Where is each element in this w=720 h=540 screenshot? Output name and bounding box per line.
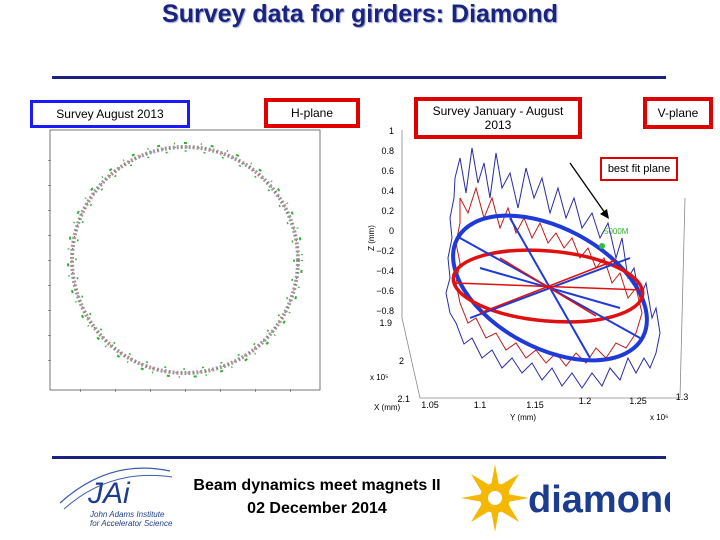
svg-text:−0.2: −0.2: [376, 246, 394, 256]
svg-text:1.25: 1.25: [629, 396, 647, 406]
svg-text:0.6: 0.6: [381, 166, 394, 176]
x-axis-label: X (mm): [374, 403, 401, 412]
z-tick-labels: 1 0.8 0.6 0.4 0.2 0 −0.2 −0.4 −0.6 −0.8: [376, 126, 394, 316]
best-fit-arrow: [569, 162, 606, 214]
x-exp-label: x 10⁵: [370, 373, 388, 382]
label-survey-jan-aug: Survey January - August 2013: [414, 97, 582, 139]
svg-text:1.1: 1.1: [474, 400, 487, 410]
h-plane-tick-marks: [48, 160, 291, 392]
svg-text:−0.8: −0.8: [376, 306, 394, 316]
svg-text:1.2: 1.2: [579, 396, 592, 406]
y-tick-labels: 1.05 1.1 1.15 1.2 1.25 1.3: [421, 392, 688, 410]
svg-text:−0.4: −0.4: [376, 266, 394, 276]
footer-text: Beam dynamics meet magnets II 02 Decembe…: [172, 474, 462, 520]
jai-logo: JAi John Adams Institute for Accelerator…: [59, 467, 173, 528]
svg-text:1.15: 1.15: [526, 400, 544, 410]
label-v-plane-text: V-plane: [657, 106, 699, 120]
label-survey-august: Survey August 2013: [30, 100, 190, 128]
best-fit-arrowhead: [600, 209, 609, 219]
svg-text:2.1: 2.1: [397, 394, 410, 404]
red-spokes: [454, 257, 643, 317]
footer-rule: [52, 456, 666, 459]
label-survey-jan-aug-text: Survey January - August 2013: [432, 104, 564, 132]
x-tick-labels: 1.9 2 2.1: [379, 318, 410, 404]
svg-text:0: 0: [389, 226, 394, 236]
diamond-wordmark: diamond: [528, 479, 670, 521]
label-v-plane: V-plane: [643, 97, 713, 129]
h-plane-survey-plot: [48, 129, 321, 392]
label-best-fit-text: best fit plane: [607, 163, 671, 175]
slide-title: Survey data for girders: Diamond: [162, 0, 558, 28]
title-rule: [52, 76, 666, 79]
v-plane-blue-trace: [445, 147, 661, 389]
label-best-fit: best fit plane: [600, 157, 678, 181]
diamond-logo: diamond: [461, 464, 670, 532]
h-plane-ring-green-inner: [75, 150, 295, 370]
svg-text:0.4: 0.4: [381, 186, 394, 196]
diamond-star-icon: [461, 464, 529, 532]
svg-text:1.05: 1.05: [421, 400, 439, 410]
footer-line2: 02 December 2014: [247, 500, 387, 517]
jai-line2: for Accelerator Science: [90, 519, 173, 528]
red-fit-ellipse: [451, 248, 645, 324]
h-plane-ring-green-vectors: [67, 142, 303, 378]
h-plane-ring-red: [71, 146, 299, 374]
svg-text:1.3: 1.3: [676, 392, 689, 402]
z-axis-label: Z (mm): [367, 225, 376, 251]
svg-text:0.8: 0.8: [381, 146, 394, 156]
label-survey-august-text: Survey August 2013: [56, 107, 164, 121]
svg-text:1.9: 1.9: [379, 318, 392, 328]
plot-annotation: 5000M: [604, 227, 629, 236]
blue-fit-ellipse: [451, 213, 649, 363]
green-marker: [599, 243, 605, 249]
svg-text:1: 1: [389, 126, 394, 136]
y-axis-label: Y (mm): [510, 413, 536, 422]
h-plane-ring: [67, 142, 303, 378]
jai-line1: John Adams Institute: [89, 510, 165, 519]
v-plane-red-trace: [455, 186, 643, 367]
svg-text:0.2: 0.2: [381, 206, 394, 216]
h-plane-axes-box: [49, 129, 321, 391]
svg-text:2: 2: [399, 356, 404, 366]
footer-line1: Beam dynamics meet magnets II: [193, 477, 441, 494]
v-plane-survey-plot: 5000M 1 0.8 0.6 0.4 0.2 0 −0.2 −0.4 −0.6…: [367, 126, 688, 422]
jai-mark: JAi: [87, 477, 131, 510]
y-exp-label: x 10⁶: [650, 413, 668, 422]
v-plane-frame: [401, 130, 686, 399]
svg-text:−0.6: −0.6: [376, 286, 394, 296]
label-h-plane-text: H-plane: [290, 106, 334, 120]
label-h-plane: H-plane: [264, 98, 360, 128]
